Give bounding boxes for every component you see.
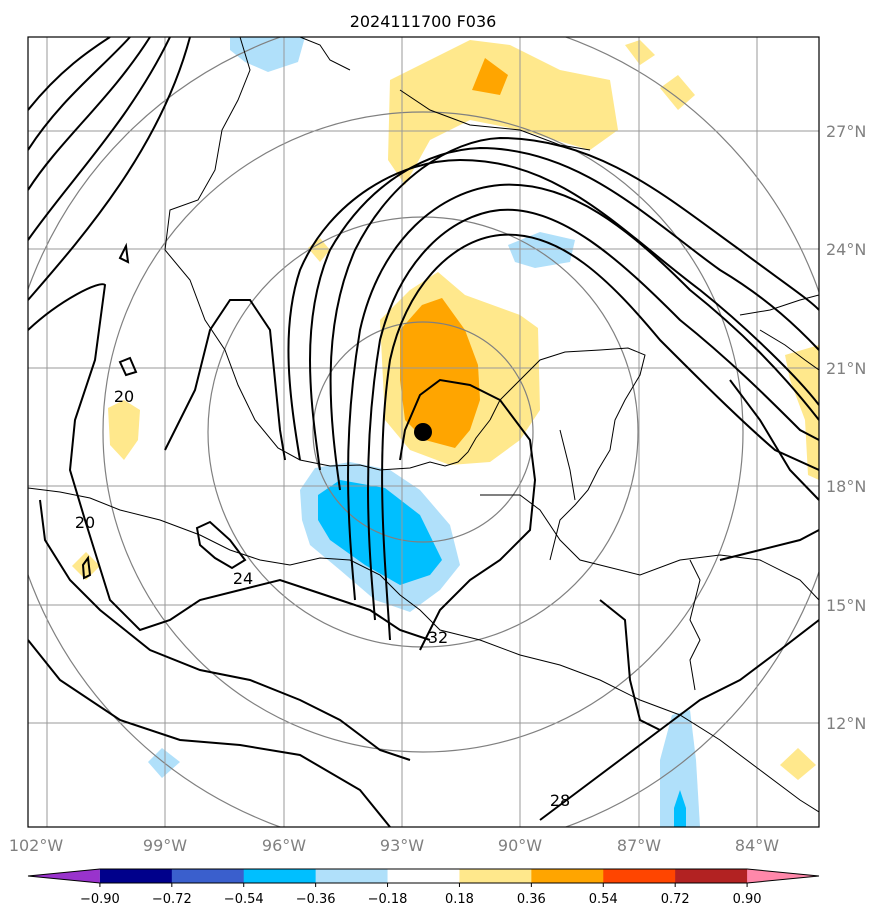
plot-frame <box>27 36 820 828</box>
colorbar-segment <box>387 869 460 883</box>
contour-lines <box>28 37 819 827</box>
colorbar-label: −0.72 <box>152 892 192 907</box>
colorbar-segment <box>675 869 748 883</box>
colorbar-label: 0.54 <box>589 892 618 907</box>
colorbar-label: 0.72 <box>661 892 690 907</box>
figure-title: 2024111700 F036 <box>350 12 497 31</box>
colorbar: −0.90 −0.72 −0.54 −0.36 −0.18 0.18 0.36 0.54 0.7… <box>27 868 820 907</box>
colorbar-segment <box>531 869 604 883</box>
colorbar-label: 0.36 <box>517 892 546 907</box>
contour-label: 20 <box>114 387 134 406</box>
colorbar-label: −0.18 <box>368 892 408 907</box>
contour-label: 20 <box>75 513 95 532</box>
colorbar-segment <box>28 869 100 883</box>
map-plot-area: 20 20 24 28 32 <box>28 37 819 827</box>
x-tick-label: 96°W <box>262 836 306 855</box>
x-tick-label: 99°W <box>143 836 187 855</box>
colorbar-segment <box>747 869 819 883</box>
colorbar-segment <box>459 869 532 883</box>
x-tick-label: 90°W <box>498 836 542 855</box>
x-tick-label: 87°W <box>617 836 661 855</box>
colorbar-segment <box>603 869 676 883</box>
y-tick-label: 12°N <box>826 714 866 733</box>
y-tick-label: 27°N <box>826 122 866 141</box>
colorbar-label: −0.90 <box>80 892 120 907</box>
y-tick-label: 15°N <box>826 596 866 615</box>
y-axis: 27°N 24°N 21°N 18°N 15°N 12°N <box>826 122 866 733</box>
colorbar-label: −0.36 <box>296 892 336 907</box>
x-tick-label: 102°W <box>9 836 64 855</box>
y-tick-label: 21°N <box>826 359 866 378</box>
contour-label: 24 <box>233 569 253 588</box>
contour-label: 28 <box>550 791 570 810</box>
contour-label: 32 <box>428 628 448 647</box>
colorbar-segment <box>99 869 173 883</box>
colorbar-segment <box>171 869 245 883</box>
y-tick-label: 24°N <box>826 240 866 259</box>
storm-center-marker <box>414 423 432 441</box>
y-tick-label: 18°N <box>826 477 866 496</box>
colorbar-segment <box>315 869 389 883</box>
x-axis: 102°W 99°W 96°W 93°W 90°W 87°W 84°W <box>9 836 779 855</box>
colorbar-segment <box>243 869 317 883</box>
x-tick-label: 84°W <box>735 836 779 855</box>
colorbar-label: 0.90 <box>733 892 762 907</box>
colorbar-label: 0.18 <box>445 892 474 907</box>
x-tick-label: 93°W <box>380 836 424 855</box>
coastlines <box>28 37 819 813</box>
colorbar-label: −0.54 <box>224 892 264 907</box>
